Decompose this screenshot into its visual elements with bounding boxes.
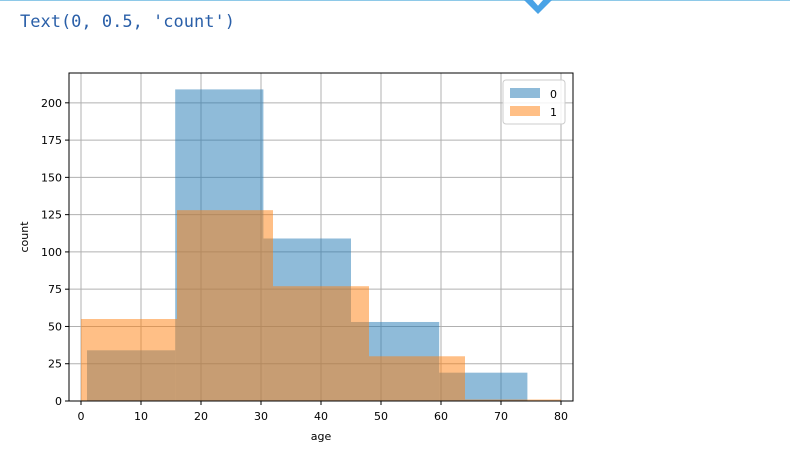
cell-top-border bbox=[0, 0, 790, 1]
cell-output-text: Text(0, 0.5, 'count') bbox=[20, 12, 235, 32]
x-tick-label: 50 bbox=[374, 410, 388, 423]
x-tick-label: 20 bbox=[194, 410, 208, 423]
histogram-bar-series-1 bbox=[81, 319, 177, 401]
y-tick-label: 75 bbox=[48, 283, 62, 296]
x-tick-label: 60 bbox=[434, 410, 448, 423]
legend-label-0: 0 bbox=[550, 88, 557, 101]
histogram-bars bbox=[81, 89, 561, 402]
x-tick-label: 80 bbox=[554, 410, 568, 423]
legend: 01 bbox=[502, 79, 566, 125]
x-tick-label: 10 bbox=[134, 410, 148, 423]
axis-ticks: 0 10 20 30 40 50 60 70 80 0 25 50 75 100 125 150 175 200 bbox=[41, 97, 568, 423]
histogram-bar-series-1 bbox=[465, 399, 561, 401]
y-tick-label: 50 bbox=[48, 320, 62, 333]
x-tick-label: 40 bbox=[314, 410, 328, 423]
y-tick-label: 150 bbox=[41, 171, 62, 184]
legend-swatch-0 bbox=[510, 88, 540, 98]
histogram-bar-series-1 bbox=[177, 210, 273, 401]
app-logo-icon bbox=[524, 0, 552, 14]
y-tick-label: 0 bbox=[55, 395, 62, 408]
histogram-bar-series-1 bbox=[369, 356, 465, 401]
y-tick-label: 125 bbox=[41, 209, 62, 222]
y-axis-label: count bbox=[18, 221, 31, 253]
legend-swatch-1 bbox=[510, 106, 540, 116]
legend-label-1: 1 bbox=[550, 106, 557, 119]
y-tick-label: 25 bbox=[48, 358, 62, 371]
x-tick-label: 0 bbox=[78, 410, 85, 423]
x-tick-label: 70 bbox=[494, 410, 508, 423]
histogram-bar-series-1 bbox=[273, 286, 369, 401]
y-tick-label: 100 bbox=[41, 246, 62, 259]
x-axis-label: age bbox=[311, 430, 332, 443]
x-tick-label: 30 bbox=[254, 410, 268, 423]
y-tick-label: 175 bbox=[41, 134, 62, 147]
y-tick-label: 200 bbox=[41, 97, 62, 110]
